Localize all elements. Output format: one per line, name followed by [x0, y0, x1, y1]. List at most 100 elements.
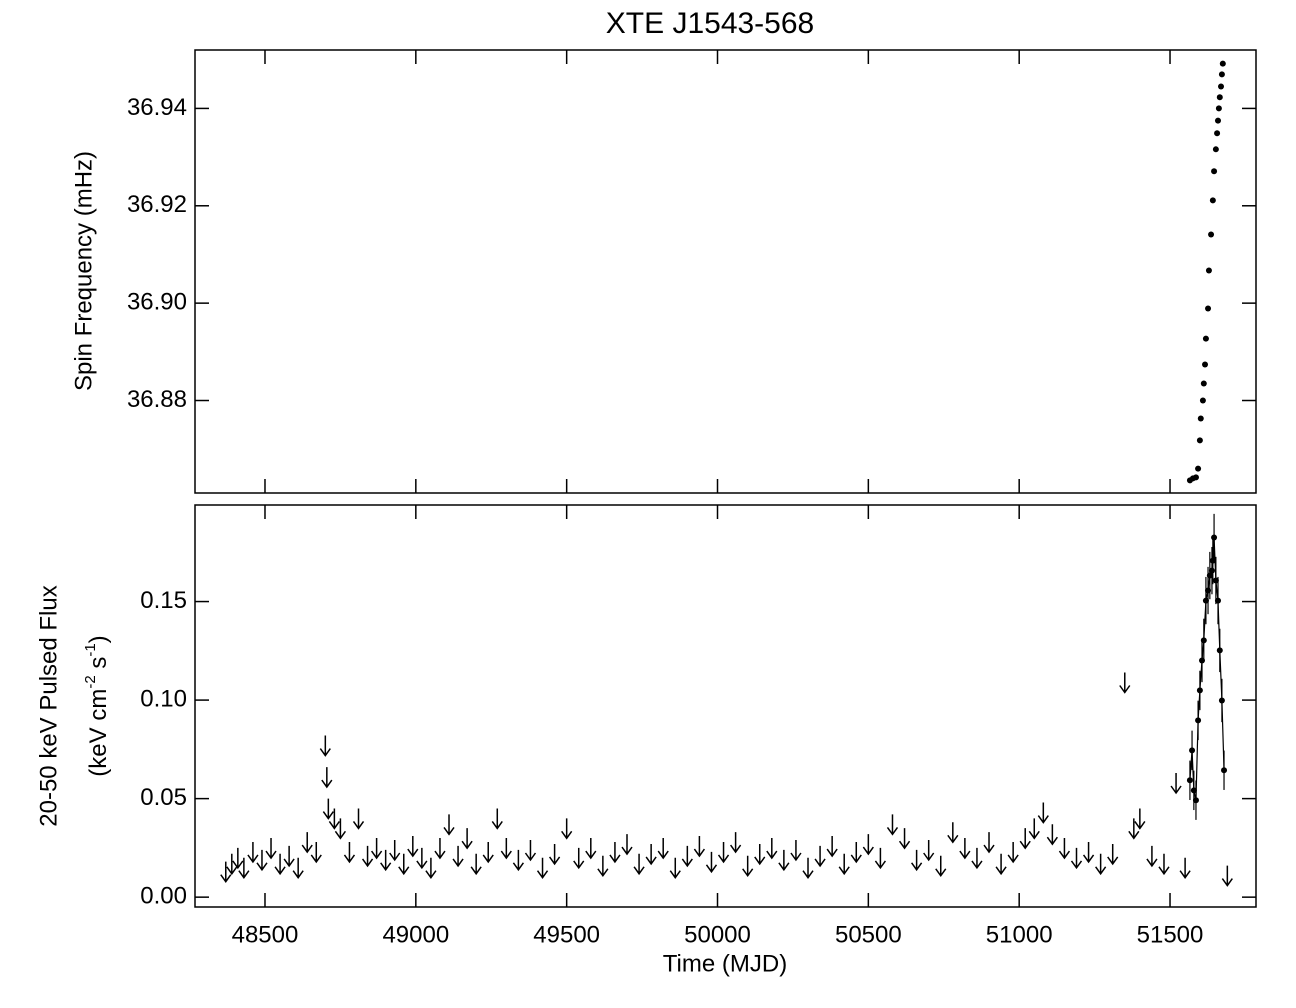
data-point — [1215, 105, 1222, 112]
upper-limit-arrow — [705, 851, 718, 874]
x-tick-label: 50500 — [835, 921, 902, 948]
upper-limit-arrow — [274, 853, 286, 876]
upper-limit-arrow — [669, 857, 681, 880]
data-point — [1195, 717, 1202, 724]
upper-limit-arrow — [443, 814, 455, 836]
label-part: s — [85, 657, 112, 676]
data-point — [1216, 647, 1223, 654]
data-point — [1214, 597, 1221, 604]
upper-limit-arrow — [597, 855, 609, 878]
data-point — [1196, 437, 1203, 444]
data-point — [1205, 305, 1212, 312]
upper-limit-arrow — [886, 814, 899, 836]
upper-limit-arrow — [1107, 843, 1119, 866]
x-tick-label: 48500 — [232, 921, 299, 948]
x-tick-label: 49500 — [533, 921, 600, 948]
upper-limit-arrow — [850, 841, 862, 864]
data-point — [1214, 117, 1221, 124]
upper-limit-arrow — [452, 845, 464, 868]
upper-limit-arrow — [561, 818, 573, 840]
y-axis-label-units: (keV cm-2 s-1) — [82, 635, 112, 776]
data-point — [1192, 797, 1199, 804]
upper-limit-arrow — [742, 855, 754, 878]
x-tick-label: 49000 — [382, 921, 449, 948]
upper-limit-arrow — [352, 808, 365, 830]
upper-limit-arrow — [814, 845, 826, 868]
y-tick-label: 0.10 — [140, 685, 187, 712]
y-tick-label: 0.00 — [140, 882, 187, 909]
upper-limit-arrow — [524, 840, 537, 862]
data-point — [1209, 557, 1216, 564]
data-point — [1189, 747, 1196, 754]
upper-limit-arrow — [425, 857, 437, 880]
upper-limit-arrow — [717, 841, 730, 864]
upper-limit-arrow — [416, 847, 428, 870]
data-point — [1192, 474, 1199, 481]
superscript: -1 — [82, 643, 99, 656]
superscript: -2 — [82, 675, 99, 688]
upper-limit-arrow — [283, 845, 295, 868]
upper-limit-arrow — [482, 841, 494, 864]
upper-limit-arrow — [633, 853, 645, 876]
upper-limit-arrow — [238, 857, 250, 880]
data-point — [1200, 380, 1207, 387]
y-tick-label: 36.94 — [127, 94, 187, 121]
upper-limit-arrow — [301, 832, 313, 854]
data-point — [1197, 415, 1204, 422]
y-tick-label: 0.05 — [140, 784, 187, 811]
data-point — [1208, 567, 1215, 574]
upper-limit-arrow — [343, 841, 356, 864]
detection-line — [1189, 537, 1225, 801]
upper-limit-arrow — [1128, 818, 1140, 840]
upper-limit-arrow — [1170, 773, 1182, 795]
upper-limit-arrow — [232, 847, 244, 870]
upper-limit-arrow — [319, 735, 331, 757]
y-tick-label: 36.88 — [127, 386, 187, 413]
x-tick-label: 51000 — [986, 921, 1053, 948]
upper-limit-arrow — [256, 849, 268, 872]
data-point — [1209, 197, 1216, 204]
data-point — [1218, 71, 1225, 78]
upper-limit-arrow — [693, 836, 706, 858]
x-tick-label: 50000 — [684, 921, 751, 948]
upper-limit-arrow — [1037, 802, 1049, 824]
upper-limit-arrow — [1179, 857, 1191, 880]
upper-limit-arrow — [959, 838, 971, 860]
data-point — [1212, 577, 1219, 584]
plot-frame — [194, 49, 1257, 494]
data-point — [1218, 83, 1225, 90]
upper-limit-arrow — [874, 847, 887, 870]
upper-limit-arrow — [862, 834, 874, 856]
upper-limit-arrow — [802, 857, 814, 880]
upper-limit-arrow — [1070, 847, 1083, 870]
data-point — [1212, 146, 1219, 153]
data-point — [1195, 465, 1202, 472]
x-tick-label: 51500 — [1137, 921, 1204, 948]
upper-limit-arrow — [536, 857, 549, 880]
upper-limit-arrow — [247, 841, 259, 864]
data-point — [1199, 397, 1206, 404]
upper-limit-arrow — [380, 849, 392, 872]
upper-limit-arrow — [911, 849, 923, 872]
data-point — [1218, 697, 1225, 704]
upper-limit-arrow — [1146, 845, 1158, 868]
upper-limit-arrow — [470, 853, 482, 876]
upper-limit-arrow — [500, 838, 512, 860]
upper-limit-arrow — [310, 841, 322, 864]
data-point — [1216, 94, 1223, 101]
upper-limit-arrow — [321, 767, 333, 789]
upper-limit-arrow — [971, 847, 983, 870]
upper-limit-arrow — [729, 832, 742, 854]
upper-limit-arrow — [334, 818, 347, 840]
upper-limit-arrow — [1058, 838, 1071, 860]
upper-limit-arrow — [328, 808, 340, 830]
upper-limit-arrow — [361, 845, 374, 868]
upper-limit-arrow — [790, 840, 802, 862]
upper-limit-arrow — [1134, 808, 1146, 830]
upper-limit-arrow — [1019, 828, 1031, 850]
upper-limit-arrow — [923, 840, 935, 862]
data-point — [1214, 130, 1221, 137]
upper-limit-arrow — [609, 841, 621, 864]
upper-limit-arrow — [621, 834, 633, 856]
